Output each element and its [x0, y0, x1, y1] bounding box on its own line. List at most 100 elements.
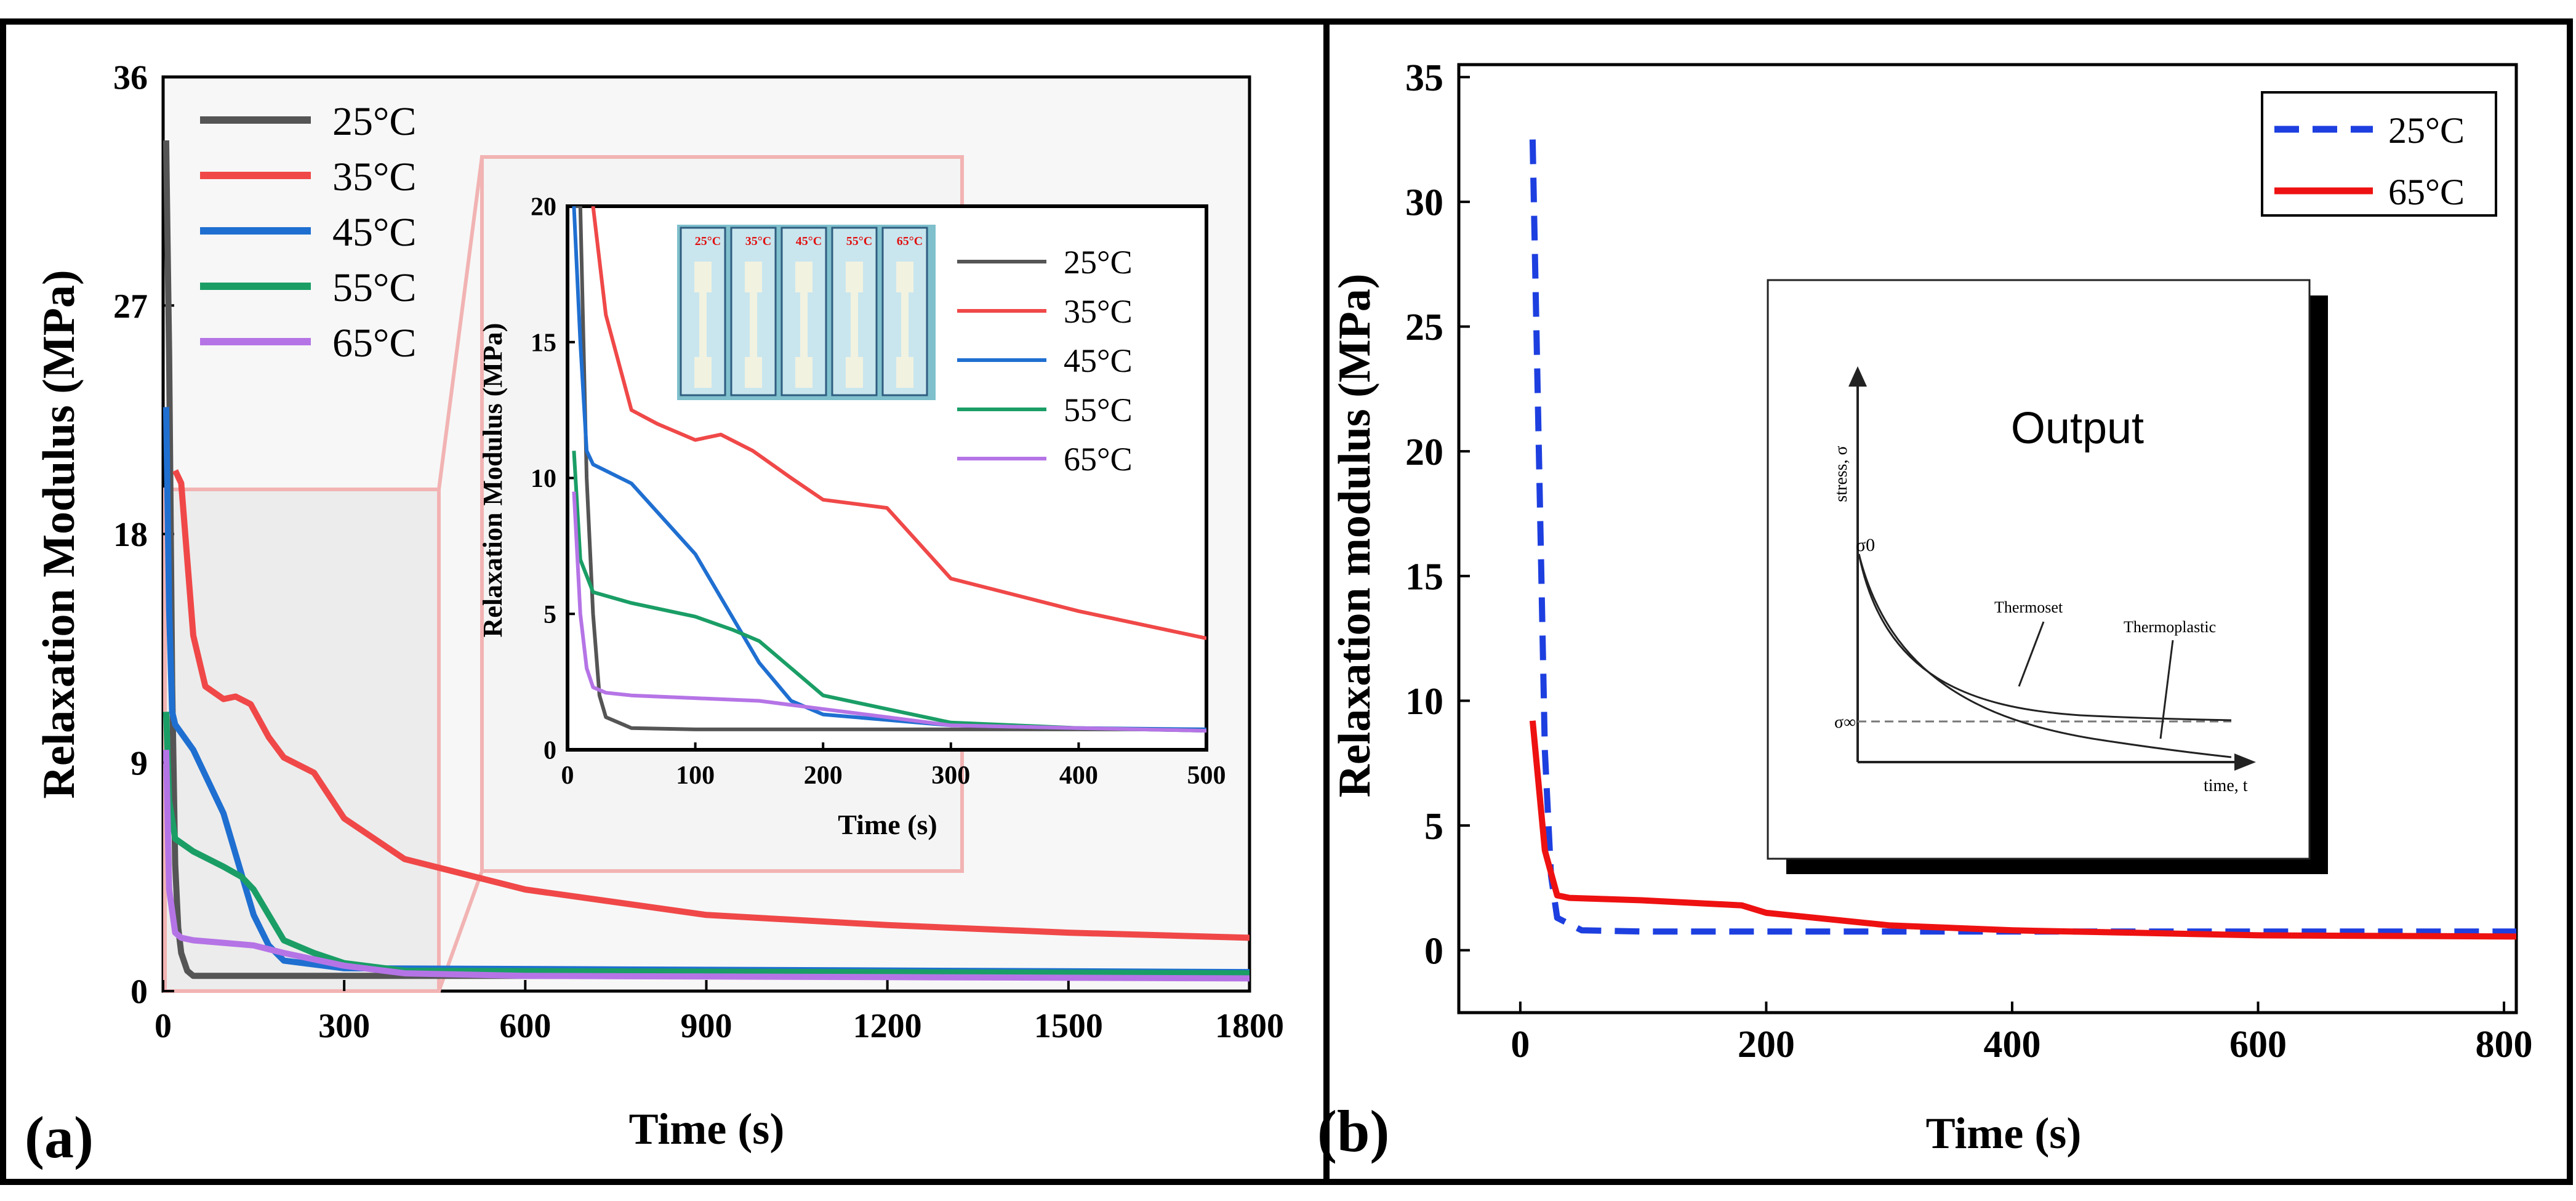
panel-b-series — [1529, 139, 2516, 940]
inset-a-legend-label-35c: 35°C — [1064, 293, 1133, 330]
photo-specimen-label-65c: 65°C — [897, 235, 923, 248]
panel-a-xtick-label: 0 — [154, 1007, 172, 1045]
photo-specimen-label-35c: 35°C — [745, 235, 771, 248]
panel-b-ytick-label: 0 — [1424, 930, 1443, 972]
panel-a-ytick-label: 0 — [130, 973, 148, 1011]
inset-a-legend-label-45c: 45°C — [1064, 342, 1133, 379]
output-thermoplastic-pointer — [2159, 640, 2174, 739]
panel-a-xtick-label: 1800 — [1215, 1007, 1284, 1045]
panel-a-ytick-label: 36 — [113, 59, 148, 97]
output-inset: Output stress, σ time, t σ0 σ∞ Thermoset… — [1767, 279, 2328, 874]
photo-specimen-grip-bottom — [694, 357, 712, 388]
inset-a-series-35c — [591, 206, 1206, 640]
inset-a-legend-label-25c: 25°C — [1064, 244, 1133, 281]
specimen-photo: 25°C 35°C 45°C 55°C 65°C — [677, 225, 936, 400]
inset-a-ytick-label: 15 — [531, 329, 556, 357]
panel-a-series-45c — [163, 407, 1250, 976]
photo-specimen-gauge — [800, 292, 808, 357]
photo-specimen-grip-bottom — [896, 357, 913, 388]
photo-specimen-label-55c: 55°C — [846, 235, 872, 248]
photo-specimen-gauge — [750, 292, 757, 357]
inset-a-series-55c — [572, 451, 1206, 733]
inset-a-series-65c — [572, 491, 1206, 733]
panel-b-ytick-label: 25 — [1405, 307, 1443, 348]
panel-b-ytick-label: 30 — [1405, 182, 1443, 224]
output-thermoset-label: Thermoset — [1994, 598, 2063, 616]
panel-a-ytick-label: 9 — [130, 744, 148, 782]
panel-a-legend-label-65c: 65°C — [332, 321, 416, 366]
inset-a-series-25c — [574, 206, 1206, 731]
panel-a-xtick-label: 1200 — [853, 1007, 922, 1045]
panel-b-ytick-label: 15 — [1405, 556, 1443, 598]
panel-b-ytick-label: 20 — [1405, 432, 1443, 473]
panel-b-series-65c — [1529, 720, 2516, 940]
photo-specimen-grip-top — [795, 262, 813, 292]
panel-a-series — [163, 140, 1250, 982]
inset-a-ytick-label: 10 — [531, 465, 556, 493]
inset-a-xtick-label: 500 — [1187, 761, 1226, 790]
panel-a-legend-label-35c: 35°C — [332, 155, 416, 199]
panel-b-ytick-label: 10 — [1405, 681, 1443, 723]
output-x-arrow-icon — [2234, 753, 2256, 771]
panel-b-xtick-label: 400 — [1983, 1024, 2040, 1066]
panel-b-ticks: 0 200 400 600 800 0 5 10 15 20 25 30 35 — [1405, 57, 2533, 1066]
panel-b-legend-label-25c: 25°C — [2388, 110, 2465, 151]
panel-a-series-65c — [163, 749, 1250, 982]
panel-b-legend-label-65c: 65°C — [2388, 172, 2465, 212]
inset-a-ylabel: Relaxation Modulus (MPa) — [478, 323, 508, 638]
panel-a-xtick-label: 300 — [318, 1007, 370, 1045]
inset-a-legend-label-55c: 55°C — [1064, 392, 1133, 428]
inset-a-xtick-label: 300 — [931, 761, 970, 790]
panel-b-legend: 25°C 65°C — [2261, 91, 2497, 217]
inset-a-xlabel: Time (s) — [838, 809, 937, 840]
inset-a-ytick-label: 20 — [531, 193, 556, 222]
zoom-connector-top — [437, 156, 484, 490]
output-thermoset-pointer — [2018, 621, 2045, 687]
panel-a-xtick-label: 900 — [681, 1007, 732, 1045]
panel-a-ytick-label: 18 — [113, 516, 148, 554]
output-inset-box — [1767, 279, 2311, 860]
output-sigma-inf: σ∞ — [1834, 713, 1856, 732]
photo-specimen-label-25c: 25°C — [695, 235, 721, 248]
panel-a-ytick-label: 27 — [113, 287, 148, 326]
panel-a-legend: 25°C 35°C 45°C 55°C 65°C — [200, 99, 416, 366]
panel-a-xtick-label: 1500 — [1034, 1007, 1103, 1045]
inset-a-xtick-label: 100 — [676, 761, 715, 790]
panel-a-series-35c — [172, 469, 1250, 941]
photo-specimen-grip-top — [745, 262, 762, 292]
inset-a-ticks: 0 100 200 300 400 500 0 5 10 15 20 — [531, 193, 1226, 790]
inset-a-ytick-label: 5 — [544, 601, 556, 629]
output-xlabel: time, t — [2204, 776, 2248, 795]
inset-a-legend: 25°C 35°C 45°C 55°C 65°C — [957, 244, 1133, 478]
output-thermoplastic-curve — [1858, 553, 2232, 758]
panel-a-legend-label-45c: 45°C — [332, 210, 416, 255]
output-sigma0: σ0 — [1856, 535, 1875, 555]
panel-b-xlabel: Time (s) — [1926, 1109, 2082, 1158]
panel-b-xtick-label: 200 — [1738, 1024, 1795, 1066]
panel-b: 0 200 400 600 800 0 5 10 15 20 25 30 35 Output stres… — [1317, 57, 2533, 1164]
panel-b-xtick-label: 800 — [2476, 1024, 2533, 1066]
panel-a-ylabel: Relaxation Modulus (MPa) — [34, 270, 84, 798]
panel-b-xtick-label: 0 — [1511, 1024, 1530, 1066]
inset-a-legend-label-65c: 65°C — [1064, 441, 1133, 478]
photo-specimen-grip-top — [694, 262, 712, 292]
panel-a-xlabel: Time (s) — [629, 1104, 785, 1154]
panel-a-label: (a) — [25, 1104, 94, 1170]
output-y-arrow-icon — [1848, 366, 1867, 387]
panel-a-legend-label-55c: 55°C — [332, 265, 416, 310]
panel-b-ylabel: Relaxation modulus (MPa) — [1330, 274, 1380, 798]
panel-a-inset: 0 100 200 300 400 500 0 5 10 15 20 25°C 35°C 45°C 55°… — [478, 193, 1226, 840]
inset-a-xtick-label: 0 — [561, 761, 574, 790]
panel-b-xtick-label: 600 — [2229, 1024, 2287, 1066]
panel-a-legend-label-25c: 25°C — [332, 99, 416, 144]
inset-a-ytick-label: 0 — [544, 737, 556, 765]
photo-specimen-grip-top — [896, 262, 913, 292]
panel-b-ytick-label: 35 — [1405, 57, 1443, 99]
photo-specimen-gauge — [699, 292, 707, 357]
photo-specimen-label-45c: 45°C — [796, 235, 822, 248]
photo-specimen-grip-bottom — [846, 357, 863, 388]
panel-a-xtick-label: 600 — [499, 1007, 551, 1045]
